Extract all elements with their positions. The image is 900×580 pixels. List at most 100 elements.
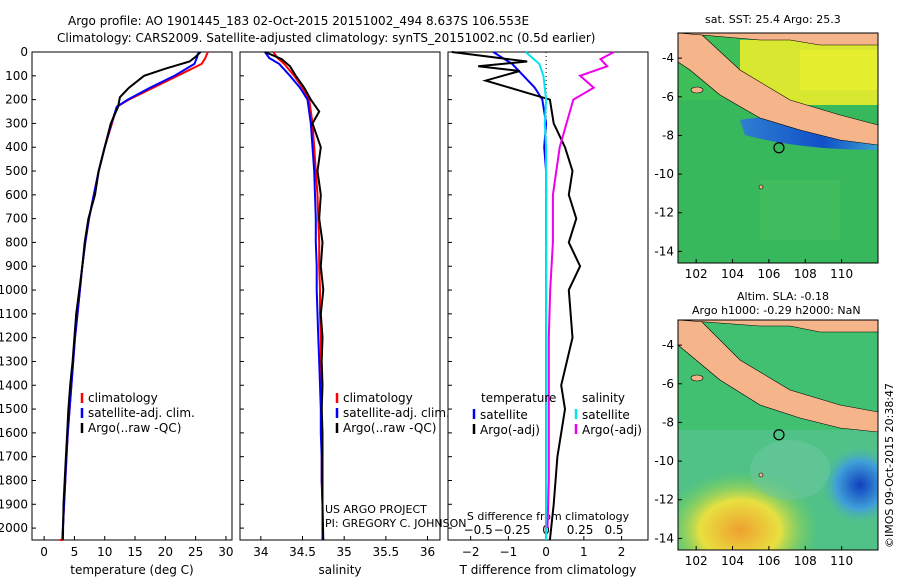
x-tick-label: 0 <box>542 545 550 559</box>
sla-map-axes: 102 104 106 108 110 -4 -6 -8 -10 -12 -14 <box>654 338 853 568</box>
argo-location-marker <box>773 429 785 441</box>
legend-label: satellite <box>582 408 630 422</box>
x-tick-label: 5 <box>71 545 79 559</box>
map-x-tick-label: 102 <box>685 267 708 281</box>
depth-axis: 0 100 200 300 400 500 600 700 800 900 1000 1100 1200… <box>0 45 28 535</box>
argo-location-marker <box>773 142 785 154</box>
credit-stamp: ©IMOS 09-Oct-2015 20:38:47 <box>883 383 896 548</box>
map-y-tick-label: -4 <box>662 338 674 352</box>
map-y-tick-label: -12 <box>654 493 674 507</box>
s-tick-label: 0.25 <box>567 523 594 537</box>
difference-profile-panel: −2 −1 0 1 2 T difference from climatology −0.5… <box>447 51 649 577</box>
series-line <box>492 51 548 540</box>
difference-legend: temperature salinitysatelliteArgo(-adj)sa… <box>472 391 642 437</box>
sst-map-axes: 102 104 106 108 110 -4 -6 -8 -10 -12 -14 <box>654 51 853 281</box>
legend-label: Argo(..raw -QC) <box>343 421 436 435</box>
x-tick-label: 34 <box>253 545 268 559</box>
x-tick-label: 10 <box>97 545 112 559</box>
x-axis-label: temperature (deg C) <box>70 563 193 577</box>
sla-map-subtitle: Argo h1000: -0.29 h2000: NaN <box>692 304 861 317</box>
map-x-tick-label: 108 <box>794 267 817 281</box>
s-tick-label: 0.5 <box>604 523 623 537</box>
x-tick-label: 1 <box>580 545 588 559</box>
sla-map-frame <box>677 319 879 551</box>
header-line2: Climatology: CARS2009. Satellite-adjuste… <box>57 31 595 45</box>
x-tick-label: 35.5 <box>372 545 399 559</box>
map-x-tick-label: 106 <box>757 554 780 568</box>
legend-label: Argo(-adj) <box>582 423 642 437</box>
series-line <box>546 51 615 529</box>
depth-tick-label: 1100 <box>0 307 28 321</box>
map-x-tick-label: 102 <box>685 554 708 568</box>
depth-tick-label: 1900 <box>0 497 28 511</box>
pi-annotation: PI: GREGORY C. JOHNSON <box>325 517 466 530</box>
depth-tick-label: 500 <box>5 164 28 178</box>
series-line <box>525 51 548 540</box>
legend-title-temperature: temperature <box>481 391 556 405</box>
sst-map-title: sat. SST: 25.4 Argo: 25.3 <box>705 13 841 26</box>
map-x-tick-label: 110 <box>830 554 853 568</box>
series-line <box>61 51 200 541</box>
x-tick-label: 35 <box>337 545 352 559</box>
x-tick-label: 34.5 <box>289 545 316 559</box>
plot-frame <box>31 51 233 541</box>
legend-label: climatology <box>88 391 158 405</box>
x-tick-label: 0 <box>40 545 48 559</box>
map-x-tick-label: 108 <box>794 554 817 568</box>
temperature-profile-panel: 0 5 10 15 20 25 30 temperature (deg C) <box>31 51 234 577</box>
s-tick-label: −0.5 <box>464 523 493 537</box>
plot-frame <box>239 51 441 541</box>
x-tick-label: 36 <box>420 545 435 559</box>
map-x-tick-label: 104 <box>721 267 744 281</box>
map-x-tick-label: 110 <box>830 267 853 281</box>
x-tick-label: −2 <box>462 545 480 559</box>
x-tick-label: 15 <box>127 545 142 559</box>
depth-tick-label: 1000 <box>0 283 28 297</box>
map-x-tick-label: 106 <box>757 267 780 281</box>
x-axis-label: T difference from climatology <box>459 563 637 577</box>
salinity-profile-panel: 34 34.5 35 35.5 36 salinity <box>239 51 441 577</box>
depth-tick-label: 800 <box>5 235 28 249</box>
x-axis-label: salinity <box>318 563 361 577</box>
legend-label: satellite <box>480 408 528 422</box>
legend-title-salinity: salinity <box>582 391 625 405</box>
depth-tick-label: 700 <box>5 212 28 226</box>
depth-tick-label: 1600 <box>0 426 28 440</box>
map-y-tick-label: -4 <box>662 51 674 65</box>
series-line <box>61 51 202 541</box>
x-tick-label: 25 <box>188 545 203 559</box>
x-tick-label: 20 <box>158 545 173 559</box>
x-tick-label: −1 <box>500 545 518 559</box>
depth-tick-label: 600 <box>5 188 28 202</box>
depth-tick-label: 2000 <box>0 521 28 535</box>
depth-tick-label: 1300 <box>0 354 28 368</box>
sst-map <box>678 33 878 263</box>
x-tick-label: 2 <box>618 545 626 559</box>
map-y-tick-label: -6 <box>662 377 674 391</box>
header-line1: Argo profile: AO 1901445_183 02-Oct-2015… <box>68 14 529 28</box>
series-line <box>451 51 582 541</box>
legend-label: Argo(..raw -QC) <box>88 421 181 435</box>
depth-tick-label: 1700 <box>0 450 28 464</box>
map-y-tick-label: -8 <box>662 415 674 429</box>
depth-tick-label: 1400 <box>0 378 28 392</box>
legend-label: satellite-adj. clim. <box>343 406 450 420</box>
map-y-tick-label: -10 <box>654 167 674 181</box>
series-line <box>264 51 325 541</box>
map-y-tick-label: -12 <box>654 206 674 220</box>
map-x-tick-label: 104 <box>721 554 744 568</box>
depth-tick-label: 1500 <box>0 402 28 416</box>
legend-label: satellite-adj. clim. <box>88 406 195 420</box>
depth-tick-label: 0 <box>20 45 28 59</box>
map-y-tick-label: -14 <box>654 244 674 258</box>
legend-label: climatology <box>343 391 413 405</box>
depth-tick-label: 100 <box>5 69 28 83</box>
depth-tick-label: 1200 <box>0 331 28 345</box>
sla-map <box>678 320 878 550</box>
sst-map-frame <box>677 32 879 264</box>
sla-map-title: Altim. SLA: -0.18 <box>737 290 829 303</box>
map-y-tick-label: -10 <box>654 454 674 468</box>
